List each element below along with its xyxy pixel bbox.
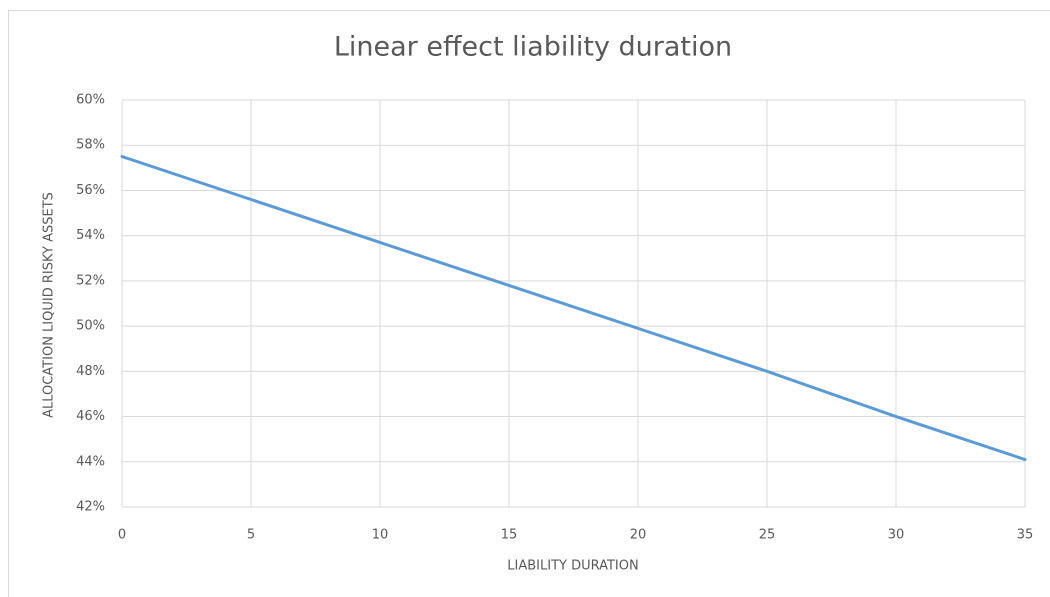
chart-border bbox=[8, 10, 1050, 597]
x-tick-label: 35 bbox=[1017, 528, 1034, 543]
chart-title: Linear effect liability duration bbox=[334, 32, 732, 63]
y-tick-label: 60% bbox=[76, 93, 105, 108]
y-tick-label: 58% bbox=[76, 138, 105, 153]
x-tick-label: 10 bbox=[372, 528, 389, 543]
y-tick-label: 56% bbox=[76, 183, 105, 198]
x-tick-label: 15 bbox=[501, 528, 518, 543]
y-tick-label: 44% bbox=[76, 454, 105, 469]
x-tick-label: 5 bbox=[247, 528, 255, 543]
x-tick-label: 20 bbox=[630, 528, 647, 543]
data-line bbox=[120, 155, 1027, 462]
y-tick-label: 46% bbox=[76, 409, 105, 424]
x-tick-label: 30 bbox=[888, 528, 905, 543]
x-tick-label: 25 bbox=[759, 528, 776, 543]
y-tick-label: 52% bbox=[76, 273, 105, 288]
y-tick-label: 48% bbox=[76, 364, 105, 379]
y-tick-label: 50% bbox=[76, 319, 105, 334]
x-axis-title: LIABILITY DURATION bbox=[507, 559, 638, 574]
y-axis-title: ALLOCATION LIQUID RISKY ASSETS bbox=[42, 192, 57, 418]
x-tick-label: 0 bbox=[118, 528, 126, 543]
y-tick-label: 42% bbox=[76, 500, 105, 515]
y-tick-label: 54% bbox=[76, 228, 105, 243]
